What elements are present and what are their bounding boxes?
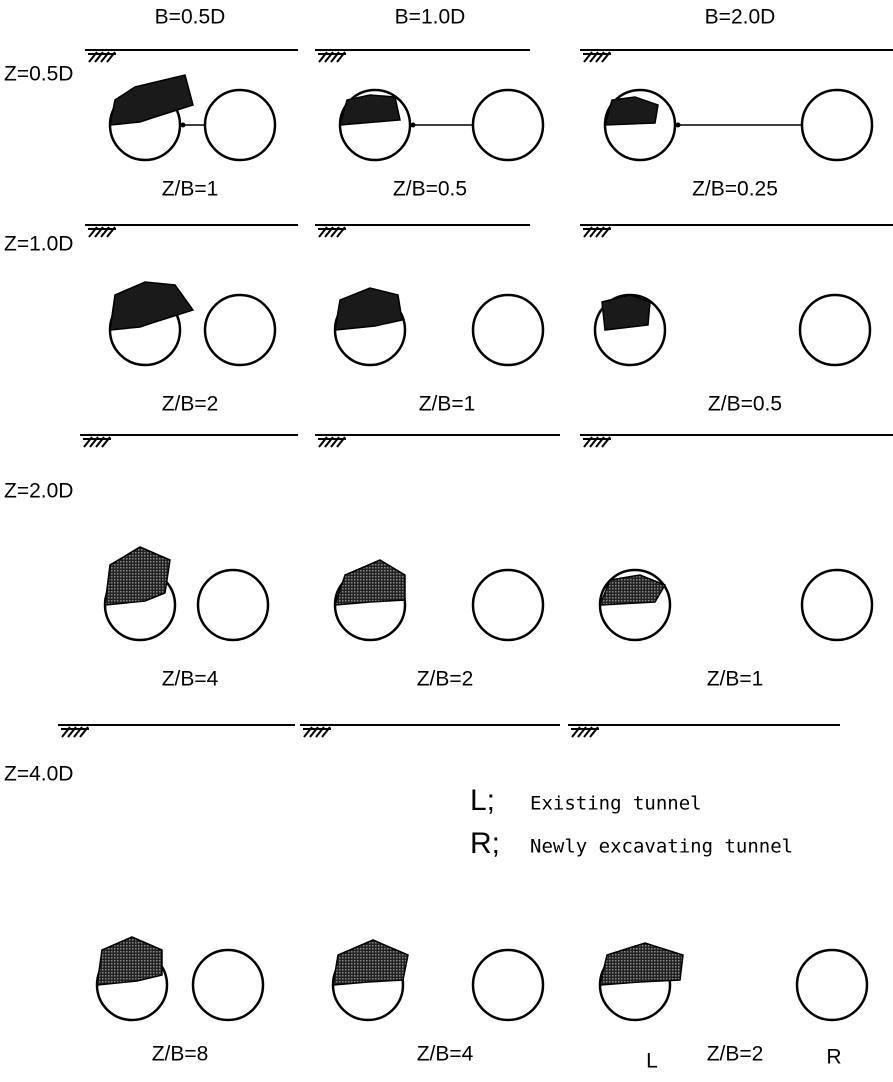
ground-hatch <box>583 437 611 447</box>
panel-label: Z/B=1 <box>707 668 764 691</box>
panel-label: Z/B=2 <box>162 393 219 416</box>
tunnel-label: L <box>646 1050 658 1073</box>
new-tunnel <box>797 950 867 1020</box>
tunnel-label: R <box>826 1046 841 1069</box>
ground-hatch <box>83 437 111 447</box>
ground-hatch <box>88 227 116 237</box>
new-tunnel <box>473 570 543 640</box>
failure-zone <box>335 560 405 605</box>
failure-zone <box>340 95 400 125</box>
new-tunnel <box>205 90 275 160</box>
failure-zone <box>602 295 650 330</box>
column-header: B=1.0D <box>395 6 466 29</box>
panel-label: Z/B=0.5 <box>393 178 467 201</box>
new-tunnel <box>802 90 872 160</box>
failure-zone <box>97 937 162 985</box>
failure-zone <box>110 75 193 125</box>
column-header: B=2.0D <box>705 6 776 29</box>
panel-label: Z/B=2 <box>417 668 474 691</box>
panel-label: Z/B=0.25 <box>692 178 778 201</box>
failure-zone <box>600 943 683 985</box>
legend-key: L; <box>470 784 495 817</box>
new-tunnel <box>473 950 543 1020</box>
failure-zone <box>333 940 408 985</box>
legend-text: Existing tunnel <box>530 793 702 815</box>
ground-hatch <box>318 52 346 62</box>
legend-text: Newly excavating tunnel <box>530 836 793 858</box>
new-tunnel <box>802 570 872 640</box>
failure-zone <box>110 282 193 330</box>
panel-label: Z/B=8 <box>152 1043 209 1066</box>
legend-key: R; <box>470 827 500 860</box>
row-label: Z=4.0D <box>4 763 73 786</box>
new-tunnel <box>473 90 543 160</box>
ground-hatch <box>583 227 611 237</box>
row-label: Z=0.5D <box>4 63 73 86</box>
row-label: Z=2.0D <box>4 480 73 503</box>
ground-hatch <box>61 727 89 737</box>
column-header: B=0.5D <box>155 6 226 29</box>
panel-label: Z/B=0.5 <box>708 393 782 416</box>
panel-label: Z/B=4 <box>162 668 219 691</box>
panel-label: Z/B=1 <box>162 178 219 201</box>
new-tunnel <box>800 295 870 365</box>
ground-hatch <box>303 727 331 737</box>
ground-hatch <box>583 52 611 62</box>
new-tunnel <box>473 295 543 365</box>
ground-hatch <box>571 727 599 737</box>
new-tunnel <box>193 950 263 1020</box>
panel-label: Z/B=1 <box>419 393 476 416</box>
ground-hatch <box>318 437 346 447</box>
new-tunnel <box>205 295 275 365</box>
ground-hatch <box>88 52 116 62</box>
new-tunnel <box>198 570 268 640</box>
panel-label: Z/B=4 <box>417 1043 474 1066</box>
panel-label: Z/B=2 <box>707 1043 764 1066</box>
figure: B=0.5D B=1.0D B=2.0D Z=0.5D Z/B=1 Z/B=0.5 Z/B=… <box>0 0 893 1082</box>
row-label: Z=1.0D <box>4 233 73 256</box>
ground-hatch <box>318 227 346 237</box>
